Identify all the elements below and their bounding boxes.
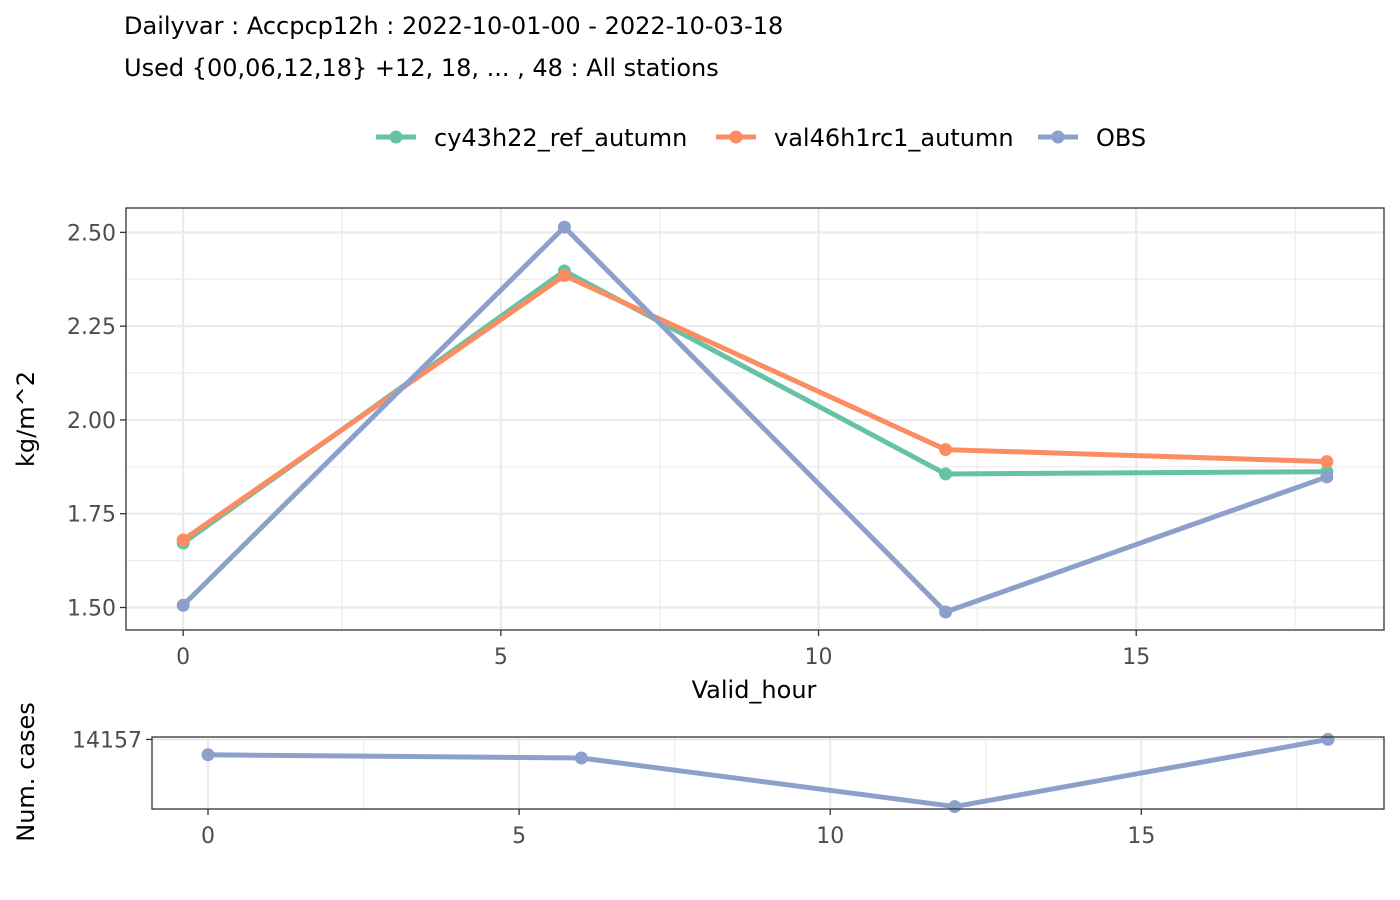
- legend-key-point-1: [729, 130, 743, 144]
- cases-plot-panel: 0 5 10 15 14157: [72, 728, 1385, 849]
- main-series-line-1: [181, 273, 1327, 543]
- main-x-tick-label: 10: [805, 645, 833, 670]
- main-y-tick-label: 1.50: [67, 596, 116, 621]
- cases-y-tick-label: 14157: [72, 728, 142, 753]
- cases-data-point: [1321, 732, 1335, 746]
- cases-data-point: [201, 748, 215, 762]
- cases-border: [151, 736, 1385, 810]
- main-data-point: [557, 220, 571, 234]
- main-y-tick-label: 2.50: [67, 221, 116, 246]
- cases-x-tick-label: 5: [512, 824, 526, 849]
- main-x-tick-label: 15: [1122, 645, 1150, 670]
- main-data-point: [939, 605, 953, 619]
- main-plot-panel: 0 5 10 15 1.50 1.75 2.00 2.25 2.50: [67, 207, 1385, 670]
- main-x-tick-label: 5: [494, 645, 508, 670]
- main-y-tick-label: 1.75: [67, 503, 116, 528]
- cases-data-point: [574, 751, 588, 765]
- cases-x-tick-label: 0: [201, 824, 215, 849]
- main-x-tick-label: 0: [176, 645, 190, 670]
- legend-entry-label-1: val46h1rc1_autumn: [774, 124, 1014, 152]
- cases-y-axis-label: Num. cases: [12, 702, 40, 841]
- legend-entry-label-2: OBS: [1096, 124, 1146, 152]
- main-data-point: [557, 269, 571, 283]
- legend-key-point-0: [389, 130, 403, 144]
- chart-title: Dailyvar : Accpcp12h : 2022-10-01-00 - 2…: [124, 12, 783, 40]
- x-axis-label: Valid_hour: [692, 676, 817, 704]
- main-data-point: [939, 467, 953, 481]
- legend-entry-label-0: cy43h22_ref_autumn: [434, 124, 687, 152]
- cases-x-tick-label: 15: [1127, 824, 1155, 849]
- main-data-point: [176, 598, 190, 612]
- cases-series-line-0: [207, 736, 1329, 810]
- main-series-line-2: [181, 224, 1328, 615]
- cases-data-point: [948, 800, 962, 814]
- cases-background: [152, 737, 1384, 809]
- main-data-point: [1320, 455, 1334, 469]
- chart-subtitle: Used {00,06,12,18} +12, 18, ... , 48 : A…: [124, 54, 719, 82]
- main-y-tick-label: 2.00: [67, 409, 116, 434]
- legend-key-point-2: [1051, 130, 1065, 144]
- legend: cy43h22_ref_autumn val46h1rc1_autumn OBS: [376, 124, 1146, 152]
- main-data-point: [176, 533, 190, 547]
- main-data-point: [939, 443, 953, 457]
- main-y-tick-label: 2.25: [67, 315, 116, 340]
- main-data-point: [1320, 470, 1334, 484]
- main-border: [125, 207, 1385, 631]
- cases-x-tick-label: 10: [816, 824, 844, 849]
- y-axis-label: kg/m^2: [12, 371, 40, 467]
